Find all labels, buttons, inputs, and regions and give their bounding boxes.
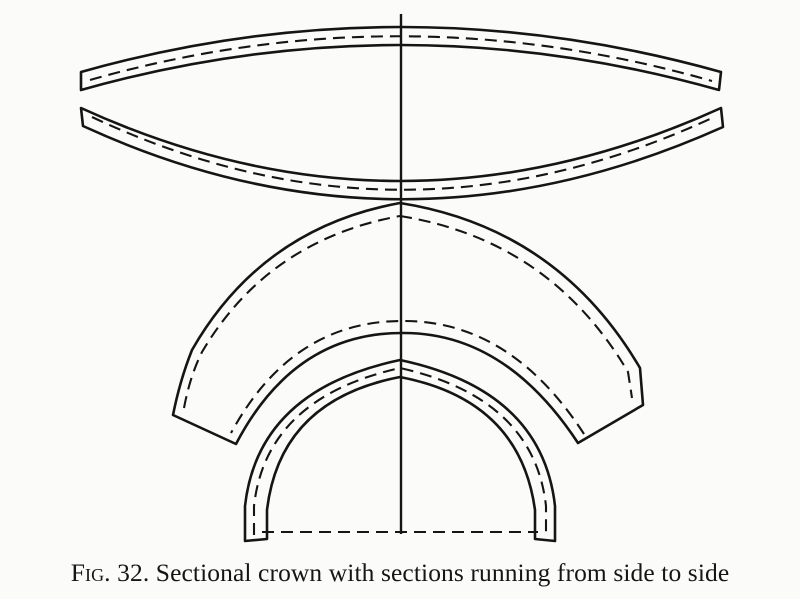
figure-label: Fig. 32. [70,558,150,587]
caption-text: Sectional crown with sections running fr… [155,558,730,587]
tip-section-outline [243,358,557,543]
large-section-stitch-line [182,214,634,435]
crown-pattern-diagram [79,14,725,543]
tip-outer-stitch-line [252,366,548,535]
figure-caption: Fig. 32. Sectional crown with sections r… [0,558,800,588]
lower-band-outline [79,106,725,201]
large-section-outline [171,201,645,446]
large-crown-section [171,201,645,446]
lower-side-band-piece [79,106,725,201]
upper-band-outline [79,25,723,92]
